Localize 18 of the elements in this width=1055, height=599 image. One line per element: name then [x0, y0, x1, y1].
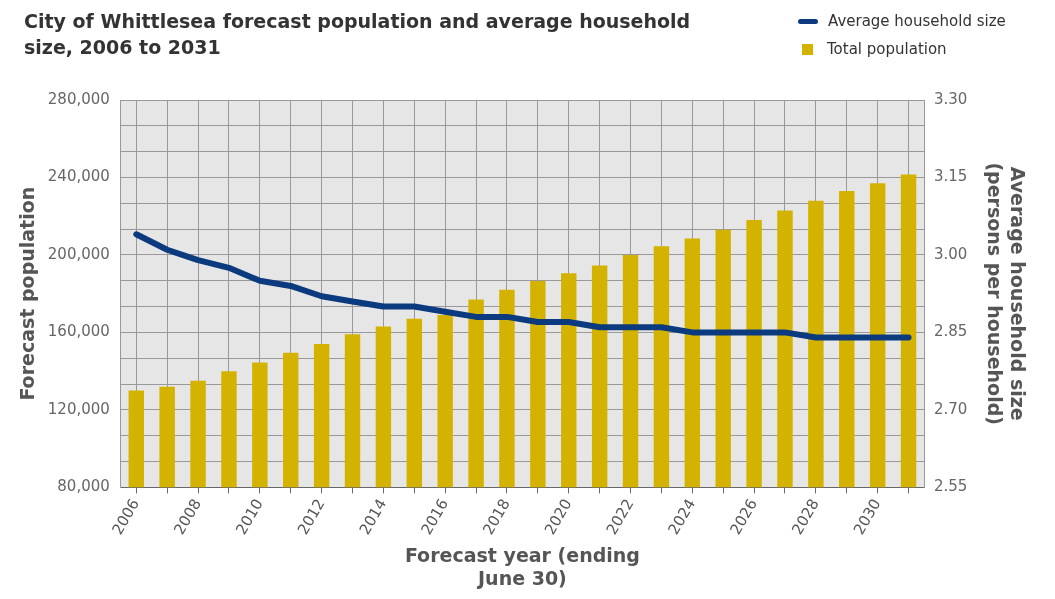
y2-tick-label: 3.00 — [934, 244, 968, 263]
y-tick-label: 80,000 — [57, 477, 110, 496]
y2-tick-label: 2.55 — [934, 477, 968, 496]
legend-label: Average household size — [828, 12, 1006, 30]
y2-tick-label: 2.70 — [934, 399, 968, 418]
y-tick-label: 200,000 — [47, 244, 110, 263]
y2-tick-label: 3.15 — [934, 167, 968, 186]
y-tick-label: 160,000 — [47, 322, 110, 341]
y2-tick-label: 2.85 — [934, 322, 968, 341]
y-tick-label: 280,000 — [47, 89, 110, 108]
y2-axis-title: Average household size (persons per household) — [983, 162, 1029, 425]
y-tick-label: 240,000 — [47, 167, 110, 186]
x-axis-title: Forecast year (ending June 30) — [404, 543, 640, 589]
legend-label: Total population — [827, 40, 947, 58]
chart-title: City of Whittlesea forecast population and average household size, 2006 to 2031 — [24, 9, 692, 60]
y-axis-title: Forecast population — [16, 186, 39, 401]
y2-tick-label: 3.30 — [934, 89, 968, 108]
y-tick-label: 120,000 — [47, 399, 110, 418]
